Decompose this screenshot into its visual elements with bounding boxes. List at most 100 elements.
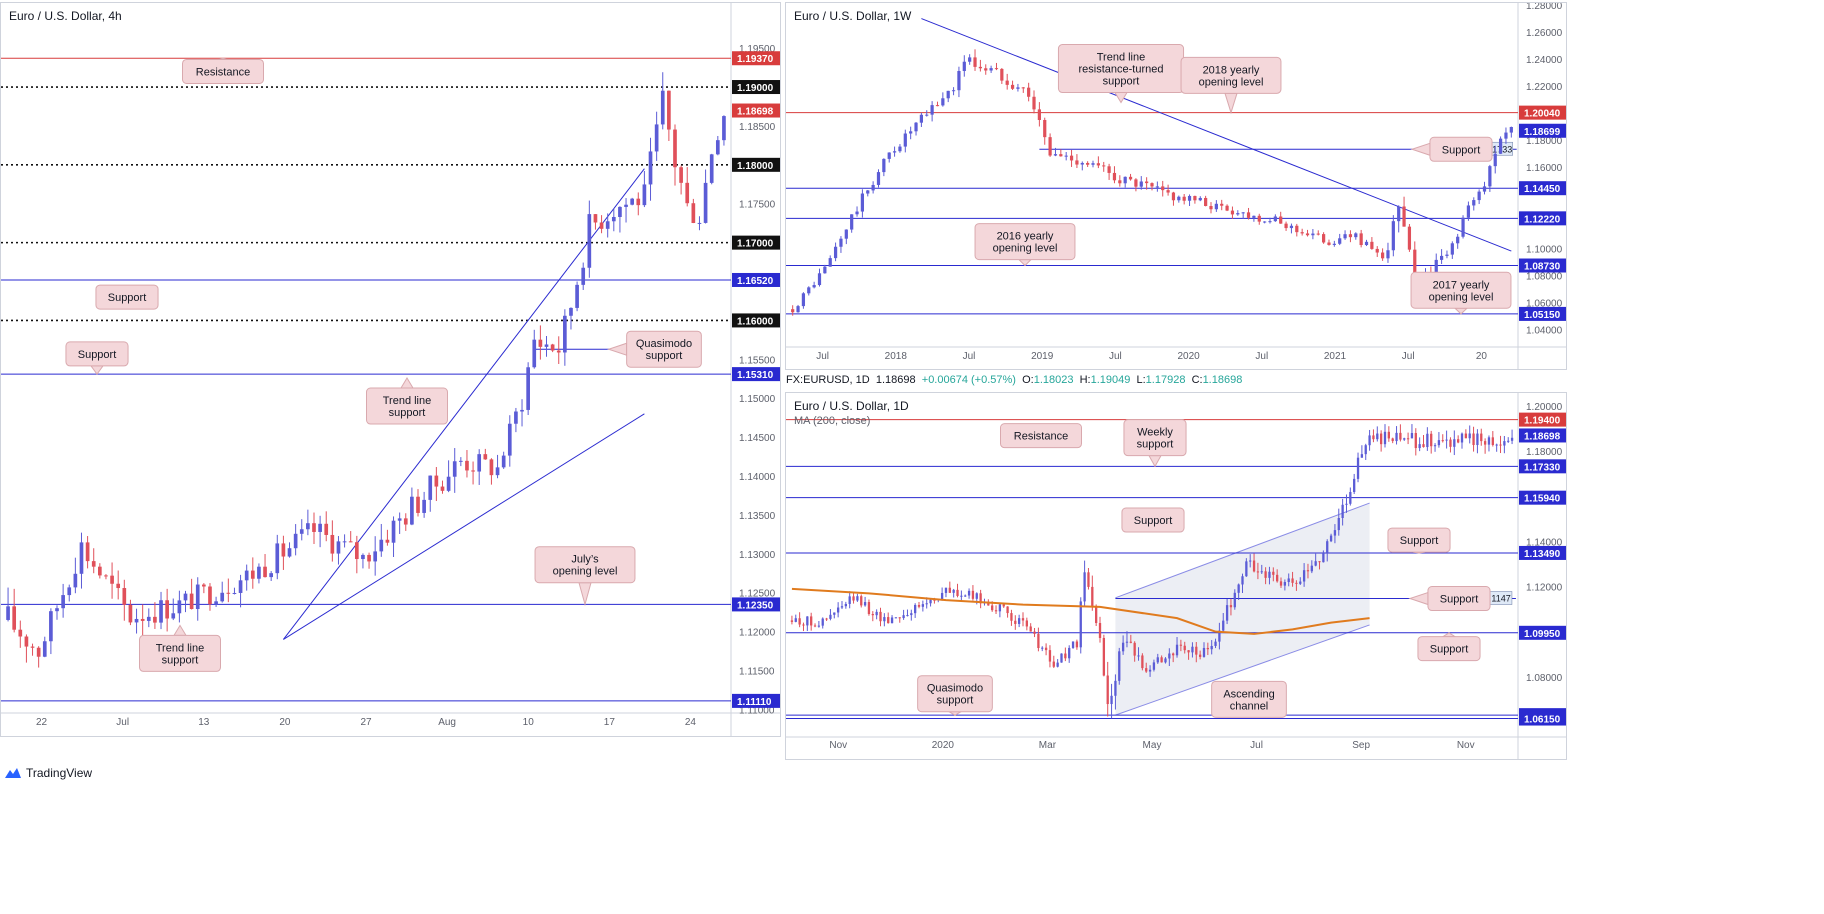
time-tick-label: Jul: [1255, 351, 1268, 362]
price-tick-label: 1.26000: [1526, 28, 1563, 39]
chart-4h[interactable]: Euro / U.S. Dollar, 4h 1.19500 1.18500 1.1…: [0, 2, 781, 737]
symbol-label: FX:EURUSD, 1D: [786, 374, 870, 386]
candle-body: [667, 90, 671, 130]
candle-body: [1114, 680, 1117, 696]
candle-body: [403, 518, 408, 525]
candle-body: [367, 554, 371, 562]
tradingview-logo-icon: [5, 768, 21, 778]
candle-body: [208, 586, 212, 605]
candle-body: [177, 600, 182, 614]
candle-body: [887, 617, 890, 624]
candle-body: [1021, 618, 1025, 621]
candle-body: [1195, 646, 1198, 655]
callout-label: 2018 yearly: [1203, 64, 1260, 76]
candle-body: [593, 214, 598, 223]
callout-label: opening level: [553, 566, 618, 578]
candle-body: [104, 575, 108, 577]
candle-body: [575, 284, 579, 308]
candle-body: [1332, 243, 1336, 245]
candle-body: [1477, 191, 1481, 201]
candle-body: [202, 584, 206, 587]
chart-canvas-4h[interactable]: 1.19500 1.18500 1.17500 1.15500 1.15000 1.145…: [1, 3, 781, 737]
callout: Support: [95, 284, 159, 310]
candle-body: [882, 158, 886, 173]
last-price: 1.18698: [875, 374, 916, 386]
candle-body: [679, 167, 683, 183]
candle-body: [1183, 645, 1186, 651]
candle-body: [452, 461, 457, 477]
candle-body: [1249, 560, 1252, 562]
candle-body: [1316, 233, 1320, 235]
candle-body: [1364, 445, 1367, 455]
candle-body: [1041, 647, 1044, 649]
candle-body: [1246, 212, 1251, 218]
candle-body: [1466, 205, 1471, 218]
candle-body: [630, 198, 634, 205]
candle-body: [1380, 252, 1385, 259]
callout-label: Trend line: [1097, 52, 1146, 64]
callout-pointer: [1017, 259, 1033, 267]
candle-body: [1048, 650, 1052, 662]
segment-label: 1.1733: [1485, 144, 1513, 154]
candle-body: [91, 561, 96, 567]
candle-body: [189, 593, 194, 610]
candle-body: [281, 543, 286, 557]
chart-1w[interactable]: Euro / U.S. Dollar, 1W 1.28000 1.26000 1.2…: [785, 2, 1567, 370]
price-tick-label: 1.15500: [739, 355, 776, 366]
candle-body: [903, 133, 907, 147]
trend-line: [283, 168, 645, 640]
callout-label: Support: [1442, 144, 1481, 156]
candle-body: [581, 267, 586, 285]
candle-body: [823, 266, 827, 274]
callout-label: channel: [1230, 700, 1269, 712]
price-tick-label: 1.12000: [739, 628, 776, 639]
candle-body: [61, 595, 65, 609]
chart-canvas-1d[interactable]: 1.20000 1.18000 1.14000 1.12000 1.08000 1.061…: [786, 393, 1567, 760]
candle-body: [957, 71, 961, 91]
chart-1d[interactable]: Euro / U.S. Dollar, 1D MA (200, close) 1…: [785, 392, 1567, 760]
callout-label: Resistance: [1014, 431, 1068, 443]
candle-body: [892, 151, 897, 153]
candle-body: [1287, 578, 1290, 583]
candle-body: [1133, 642, 1136, 656]
candle-body: [1464, 433, 1468, 439]
callout-label: 2017 yearly: [1433, 279, 1490, 291]
candle-body: [1359, 233, 1363, 246]
price-label-box: [1519, 306, 1566, 321]
price-tick-label: 1.12000: [1526, 583, 1563, 594]
candle-body: [1322, 552, 1325, 563]
candle-body: [98, 566, 102, 576]
candle-body: [1295, 225, 1299, 233]
candle-body: [1079, 601, 1082, 648]
candle-body: [1345, 503, 1348, 505]
price-tick-label: 1.08000: [1526, 673, 1563, 684]
candle-body: [1043, 119, 1047, 138]
price-label: 1.14450: [1524, 184, 1561, 195]
callout: Resistance: [182, 57, 264, 84]
candle-body: [1399, 432, 1402, 440]
callout-label: Support: [1430, 644, 1469, 656]
callout-box: [917, 675, 993, 713]
price-tick-label: 1.14500: [739, 433, 776, 444]
time-tick-label: 17: [604, 717, 616, 728]
chart-canvas-1w[interactable]: 1.28000 1.26000 1.24000 1.22000 1.18000 1.160…: [786, 3, 1567, 370]
candle-body: [875, 611, 878, 616]
candle-body: [1241, 212, 1245, 214]
candle-body: [919, 114, 924, 123]
tradingview-brand[interactable]: TradingView: [4, 766, 92, 780]
candle-body: [1017, 618, 1021, 624]
candle-body: [1091, 586, 1094, 607]
candle-body: [1360, 454, 1364, 458]
candle-body: [1329, 535, 1333, 542]
price-label: 1.18698: [737, 107, 774, 118]
price-tick-label: 1.20000: [1526, 402, 1563, 413]
candle-body: [1150, 183, 1154, 187]
candle-body: [220, 592, 225, 602]
candle-body: [1037, 633, 1040, 649]
candle-body: [1272, 571, 1275, 575]
candle-body: [1306, 570, 1310, 572]
candle-body: [416, 496, 420, 513]
candle-body: [1191, 646, 1194, 653]
